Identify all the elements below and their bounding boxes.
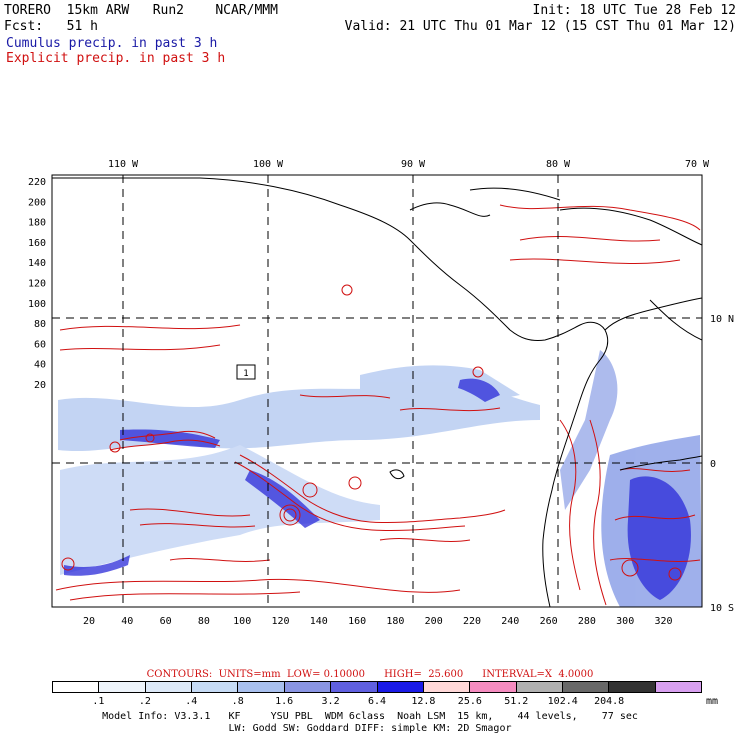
inset-box — [236, 364, 256, 380]
colorbar — [52, 681, 702, 693]
colorbar-swatch — [423, 682, 471, 692]
left-tick-label: 220 — [28, 177, 46, 188]
colorbar-label: .8 — [231, 696, 244, 707]
bottom-tick-label: 60 — [160, 616, 172, 627]
left-tick-label: 20 — [34, 380, 46, 391]
bottom-tick-label: 180 — [386, 616, 404, 627]
top-lon-label: 110 W — [108, 159, 139, 170]
colorbar-unit: mm — [706, 696, 719, 707]
colorbar-title: CONTOURS: UNITS=mm LOW= 0.10000 HIGH= 25… — [146, 669, 594, 680]
colorbar-swatch — [238, 682, 285, 692]
colorbar-label: 12.8 — [411, 696, 436, 707]
cumulus-heavy-cores — [64, 378, 691, 600]
bottom-tick-label: 160 — [348, 616, 366, 627]
colorbar-swatch — [470, 682, 517, 692]
bottom-tick-label: 300 — [616, 616, 634, 627]
colorbar-swatch — [516, 682, 563, 692]
colorbar-label: .2 — [138, 696, 151, 707]
lat-lon-grid — [52, 175, 702, 607]
colorbar-label: 6.4 — [367, 696, 387, 707]
model-info-line2: LW: Godd SW: Goddard DIFF: simple KM: 2D… — [228, 723, 512, 734]
map-frame — [51, 174, 703, 608]
left-tick-label: 60 — [34, 339, 46, 350]
cumulus-legend: Cumulus precip. in past 3 h — [6, 36, 218, 51]
bottom-tick-label: 280 — [578, 616, 596, 627]
cumulus-precip-shading — [58, 350, 702, 607]
colorbar-swatch — [377, 682, 424, 692]
right-lat-label: 10 N — [710, 314, 734, 325]
left-tick-label: 120 — [28, 279, 46, 290]
colorbar-label: 25.6 — [457, 696, 482, 707]
right-lat-label: 10 S — [710, 603, 734, 614]
colorbar-label: 51.2 — [504, 696, 529, 707]
colorbar-label: .4 — [185, 696, 198, 707]
bottom-tick-label: 240 — [501, 616, 519, 627]
colorbar-swatch — [192, 682, 239, 692]
bottom-tick-label: 20 — [83, 616, 95, 627]
coastline — [52, 177, 702, 607]
colorbar-swatch — [53, 682, 100, 692]
top-lon-label: 100 W — [253, 159, 284, 170]
colorbar-label: 3.2 — [321, 696, 340, 707]
explicit-legend: Explicit precip. in past 3 h — [6, 51, 226, 66]
left-tick-label: 140 — [28, 258, 46, 269]
colorbar-swatch — [145, 682, 193, 692]
left-tick-label: 200 — [28, 197, 46, 208]
bottom-tick-label: 320 — [654, 616, 672, 627]
model-title: TORERO 15km ARW Run2 NCAR/MMM — [4, 3, 278, 18]
inset-box-label: 1 — [243, 369, 248, 379]
left-tick-label: 40 — [34, 360, 46, 371]
top-lon-label: 80 W — [546, 159, 571, 170]
top-lon-label: 90 W — [401, 159, 426, 170]
colorbar-label: 102.4 — [547, 696, 578, 707]
bottom-tick-label: 140 — [310, 616, 328, 627]
colorbar-label: 204.8 — [594, 696, 625, 707]
colorbar-label: .1 — [92, 696, 105, 707]
explicit-precip-contours — [55, 204, 701, 606]
bottom-tick-label: 100 — [233, 616, 251, 627]
bottom-tick-label: 220 — [463, 616, 481, 627]
colorbar-swatch — [609, 682, 656, 692]
forecast-hour: Fcst: 51 h — [4, 19, 98, 34]
left-tick-label: 80 — [34, 319, 46, 330]
colorbar-swatch — [562, 682, 610, 692]
colorbar-label: 1.6 — [275, 696, 294, 707]
right-lat-label: 0 — [710, 459, 716, 470]
valid-time: Valid: 21 UTC Thu 01 Mar 12 (15 CST Thu … — [344, 19, 736, 34]
colorbar-swatch — [331, 682, 378, 692]
colorbar-swatch — [284, 682, 332, 692]
left-tick-label: 160 — [28, 238, 46, 249]
bottom-tick-label: 260 — [540, 616, 558, 627]
bottom-tick-label: 80 — [198, 616, 210, 627]
model-info-line1: Model Info: V3.3.1 KF YSU PBL WDM 6class… — [102, 711, 638, 722]
top-lon-label: 70 W — [685, 159, 710, 170]
bottom-tick-label: 200 — [425, 616, 443, 627]
left-tick-label: 180 — [28, 218, 46, 229]
init-time: Init: 18 UTC Tue 28 Feb 12 — [532, 3, 737, 18]
bottom-tick-label: 120 — [271, 616, 289, 627]
colorbar-swatch — [655, 682, 702, 692]
colorbar-swatch — [99, 682, 146, 692]
bottom-tick-label: 40 — [121, 616, 133, 627]
left-tick-label: 100 — [28, 299, 46, 310]
